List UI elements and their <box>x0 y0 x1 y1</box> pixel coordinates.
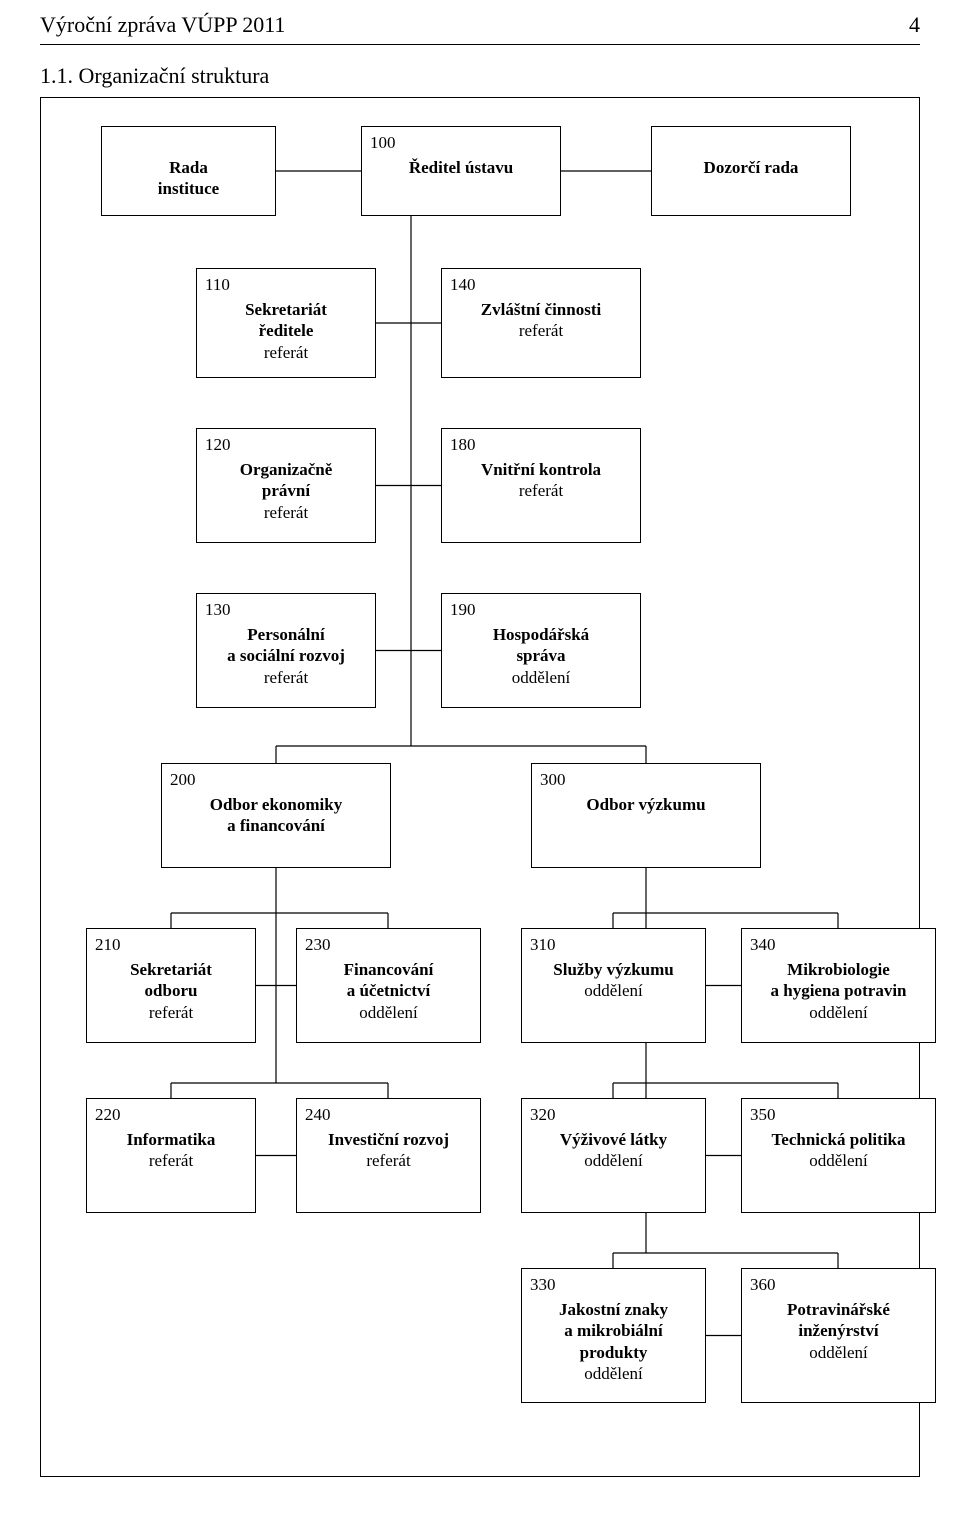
node-number: 210 <box>95 935 247 955</box>
node-label: Služby výzkumu <box>530 959 697 980</box>
node-number: 180 <box>450 435 632 455</box>
node-number: 300 <box>540 770 752 790</box>
org-node-n140: 140 Zvláštní činnostireferát <box>441 268 641 378</box>
node-number <box>110 133 267 153</box>
org-node-n130: 130 Personální a sociální rozvojreferát <box>196 593 376 708</box>
node-label: Informatika <box>95 1129 247 1150</box>
node-number: 110 <box>205 275 367 295</box>
report-title: Výroční zpráva VÚPP 2011 <box>40 12 285 38</box>
org-node-n310: 310 Služby výzkumuoddělení <box>521 928 706 1043</box>
org-node-n220: 220 Informatikareferát <box>86 1098 256 1213</box>
node-number: 340 <box>750 935 927 955</box>
org-node-n120: 120 Organizačně právníreferát <box>196 428 376 543</box>
node-label: Hospodářská správa <box>450 624 632 667</box>
node-number: 130 <box>205 600 367 620</box>
node-sublabel: referát <box>95 1002 247 1023</box>
page-number: 4 <box>909 12 920 38</box>
node-number: 140 <box>450 275 632 295</box>
node-label: Financování a účetnictví <box>305 959 472 1002</box>
node-label: Organizačně právní <box>205 459 367 502</box>
page-header: Výroční zpráva VÚPP 2011 4 <box>0 0 960 42</box>
node-sublabel: oddělení <box>750 1150 927 1171</box>
node-number: 220 <box>95 1105 247 1125</box>
org-node-n320: 320 Výživové látkyoddělení <box>521 1098 706 1213</box>
node-sublabel: referát <box>205 502 367 523</box>
node-label: Sekretariát ředitele <box>205 299 367 342</box>
node-sublabel: oddělení <box>530 1150 697 1171</box>
node-label: Ředitel ústavu <box>370 157 552 178</box>
org-node-n200: 200 Odbor ekonomiky a financování <box>161 763 391 868</box>
node-label: Personální a sociální rozvoj <box>205 624 367 667</box>
node-sublabel: oddělení <box>750 1342 927 1363</box>
org-node-n350: 350 Technická politikaoddělení <box>741 1098 936 1213</box>
node-sublabel: referát <box>450 320 632 341</box>
node-sublabel: oddělení <box>450 667 632 688</box>
node-label: Rada instituce <box>110 157 267 200</box>
node-label: Dozorčí rada <box>660 157 842 178</box>
node-label: Zvláštní činnosti <box>450 299 632 320</box>
node-label: Odbor ekonomiky a financování <box>170 794 382 837</box>
node-label: Investiční rozvoj <box>305 1129 472 1150</box>
org-node-n100: 100 Ředitel ústavu <box>361 126 561 216</box>
org-node-n340: 340 Mikrobiologie a hygiena potravinodděl… <box>741 928 936 1043</box>
node-sublabel: oddělení <box>750 1002 927 1023</box>
node-label: Jakostní znaky a mikrobiální produkty <box>530 1299 697 1363</box>
node-sublabel: oddělení <box>305 1002 472 1023</box>
org-node-n360: 360 Potravinářské inženýrstvíoddělení <box>741 1268 936 1403</box>
node-label: Výživové látky <box>530 1129 697 1150</box>
section-title: 1.1. Organizační struktura <box>0 45 960 97</box>
node-label: Sekretariát odboru <box>95 959 247 1002</box>
node-number: 360 <box>750 1275 927 1295</box>
org-node-n210: 210 Sekretariát odborureferát <box>86 928 256 1043</box>
node-number: 100 <box>370 133 552 153</box>
node-sublabel: oddělení <box>530 1363 697 1384</box>
node-label: Mikrobiologie a hygiena potravin <box>750 959 927 1002</box>
node-number <box>660 133 842 153</box>
node-number: 200 <box>170 770 382 790</box>
org-node-n190: 190 Hospodářská správaoddělení <box>441 593 641 708</box>
node-number: 320 <box>530 1105 697 1125</box>
org-node-rada: Rada instituce <box>101 126 276 216</box>
org-node-dozor: Dozorčí rada <box>651 126 851 216</box>
org-node-n230: 230 Financování a účetnictvíoddělení <box>296 928 481 1043</box>
node-sublabel: referát <box>205 667 367 688</box>
node-sublabel: oddělení <box>530 980 697 1001</box>
node-label: Technická politika <box>750 1129 927 1150</box>
node-sublabel: referát <box>205 342 367 363</box>
node-sublabel: referát <box>305 1150 472 1171</box>
node-number: 120 <box>205 435 367 455</box>
org-node-n330: 330 Jakostní znaky a mikrobiální produkty… <box>521 1268 706 1403</box>
org-node-n180: 180 Vnitřní kontrolareferát <box>441 428 641 543</box>
node-label: Potravinářské inženýrství <box>750 1299 927 1342</box>
org-chart: Rada instituce 100 Ředitel ústavu Dozorčí … <box>40 97 920 1477</box>
node-sublabel: referát <box>95 1150 247 1171</box>
node-number: 230 <box>305 935 472 955</box>
org-node-n110: 110 Sekretariát ředitelereferát <box>196 268 376 378</box>
org-node-n240: 240 Investiční rozvojreferát <box>296 1098 481 1213</box>
node-sublabel: referát <box>450 480 632 501</box>
node-label: Odbor výzkumu <box>540 794 752 815</box>
node-number: 190 <box>450 600 632 620</box>
node-number: 310 <box>530 935 697 955</box>
node-number: 240 <box>305 1105 472 1125</box>
node-number: 330 <box>530 1275 697 1295</box>
node-label: Vnitřní kontrola <box>450 459 632 480</box>
node-number: 350 <box>750 1105 927 1125</box>
org-node-n300: 300 Odbor výzkumu <box>531 763 761 868</box>
